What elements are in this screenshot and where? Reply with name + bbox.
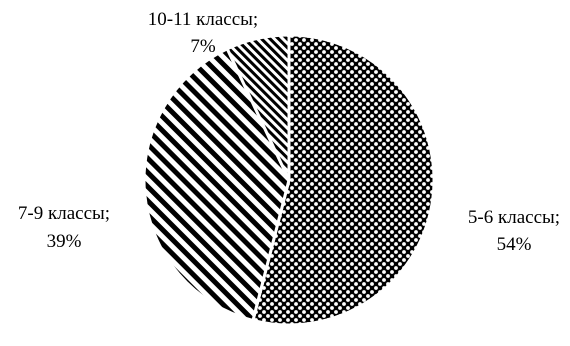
slice-label-name: 5-6 классы; (468, 207, 560, 228)
pie-slice-7-9-классы (142, 47, 291, 322)
pie-slice-5-6-классы (251, 33, 436, 327)
slice-label-value: 54% (497, 234, 532, 255)
slice-label-10-11: 10-11 классы; 7% (148, 9, 258, 57)
pie-slice-10-11-классы (225, 33, 291, 182)
slice-label-5-6: 5-6 классы; 54% (468, 207, 560, 255)
slice-label-7-9: 7-9 классы; 39% (18, 203, 110, 252)
slice-label-value: 7% (190, 36, 216, 57)
slice-label-value: 39% (47, 231, 82, 252)
slice-label-name: 7-9 классы; (18, 203, 110, 224)
slice-label-name: 10-11 классы; (148, 9, 258, 30)
pie-slices (142, 33, 436, 327)
